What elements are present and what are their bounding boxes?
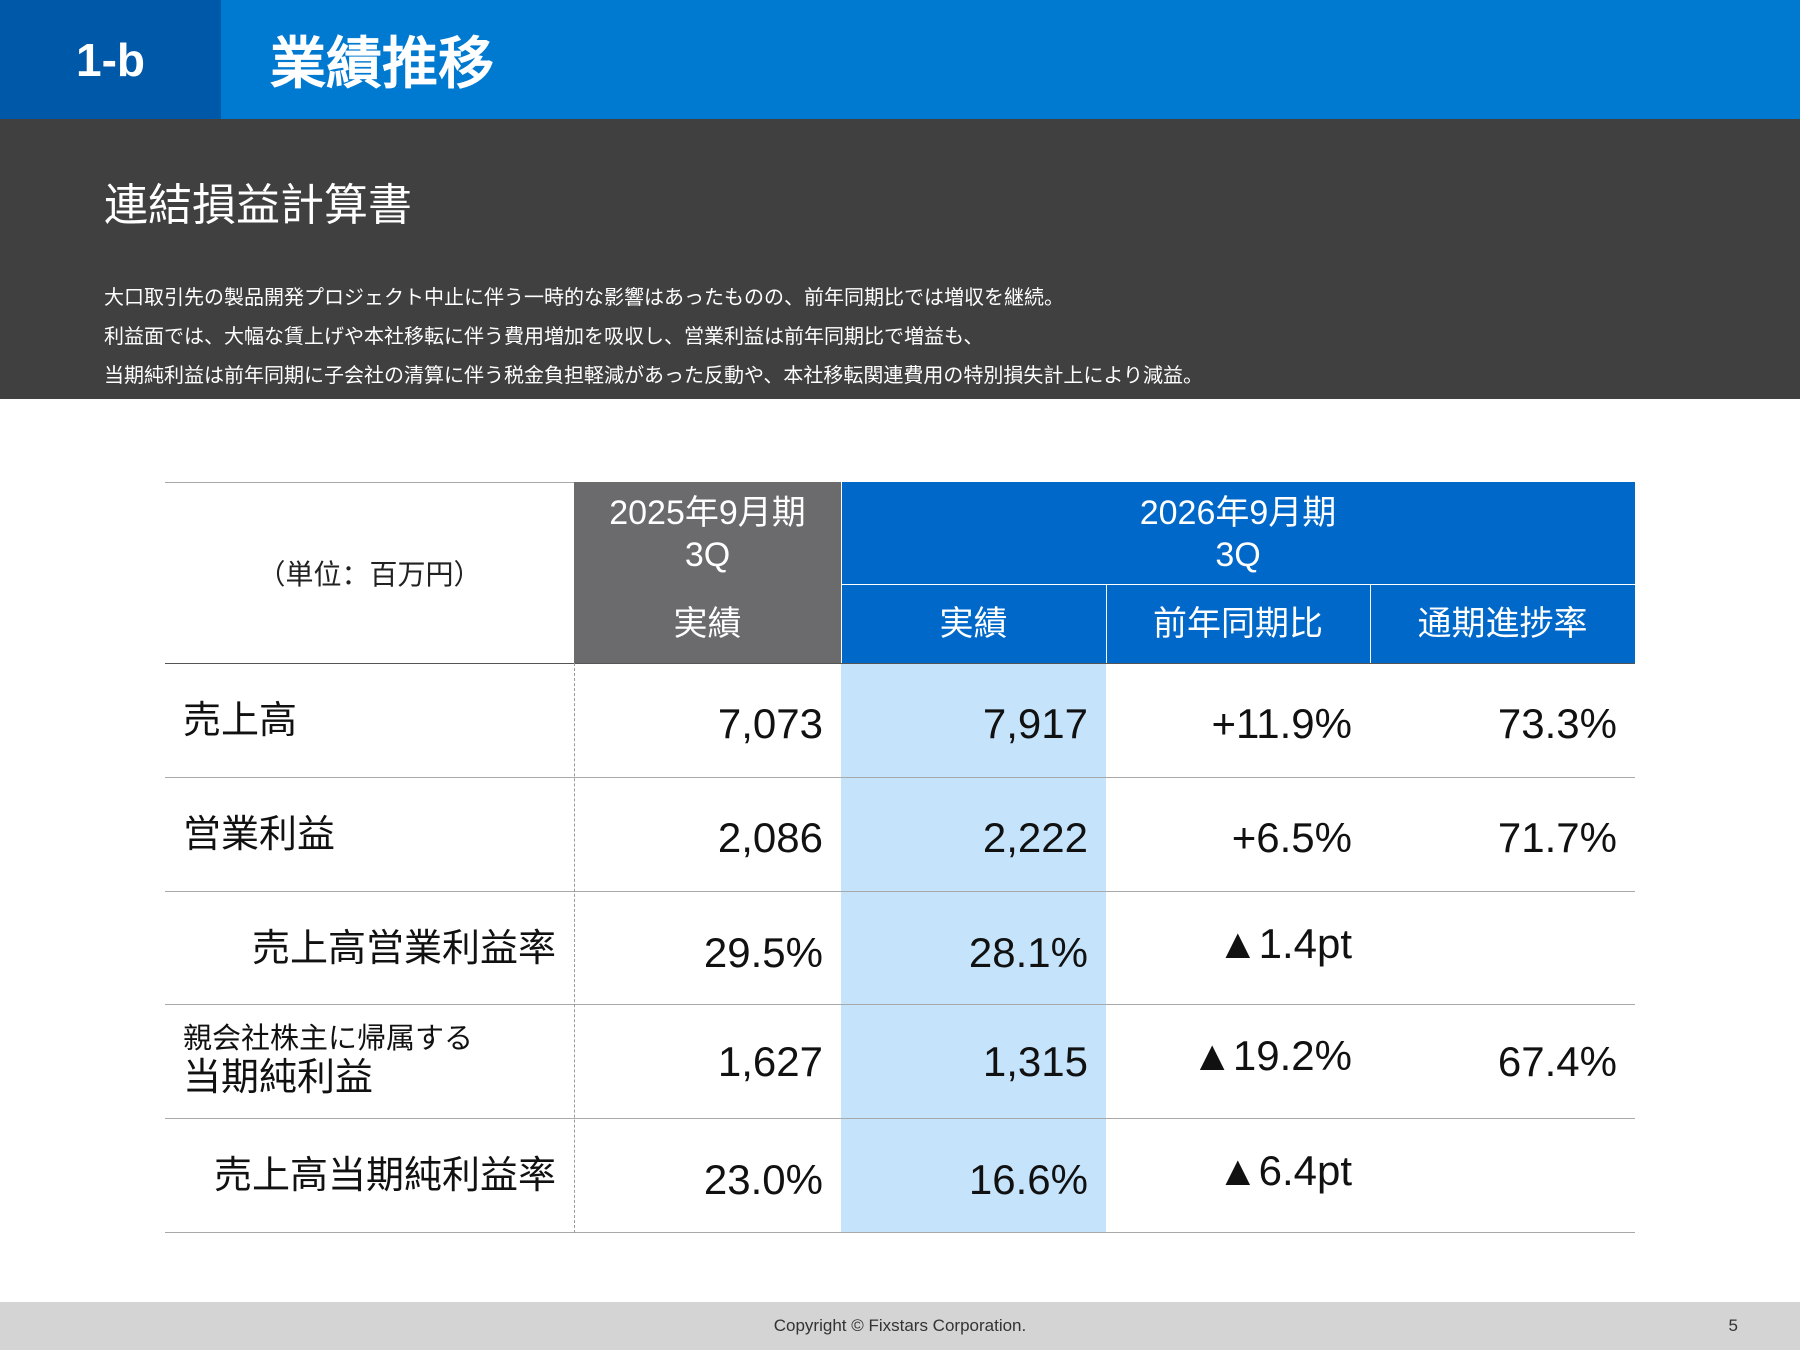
section-number: 1-b — [0, 0, 221, 119]
header-yoy: 前年同期比 — [1106, 585, 1370, 663]
cell-operating-margin-curr: 28.1% — [968, 928, 1088, 976]
cell-net-margin-prev: 23.0% — [703, 1156, 823, 1203]
footer: Copyright © Fixstars Corporation. 5 — [0, 1302, 1800, 1350]
header-prev-actual: 実績 — [574, 585, 841, 663]
cell-net-margin-progress — [1370, 1118, 1635, 1232]
header-divider — [1106, 585, 1107, 663]
header-period-curr-quarter: 3Q — [1215, 535, 1261, 574]
row-divider — [165, 1232, 1635, 1233]
cell-net-income-curr: 1,315 — [982, 1038, 1088, 1085]
row-divider — [165, 1118, 1635, 1119]
row-label-net-income-note: 親会社株主に帰属する — [183, 1023, 474, 1055]
header-period-prev-quarter: 3Q — [684, 535, 731, 574]
header-divider — [841, 584, 1635, 585]
cell-sales-curr: 7,917 — [982, 700, 1088, 747]
copyright: Copyright © Fixstars Corporation. — [773, 1316, 1027, 1335]
header-period-curr-year: 2026年9月期 — [1139, 493, 1337, 532]
cell-net-margin-curr: 16.6% — [968, 1156, 1088, 1203]
unit-label: （単位：百万円） — [257, 558, 482, 590]
section-subtitle: 連結損益計算書 — [104, 181, 412, 230]
income-statement-table: （単位：百万円） 2025年9月期 3Q 実績 2026年9月期 3Q 実績 前… — [165, 482, 1635, 1233]
header-period-prev: 2025年9月期 3Q — [574, 482, 841, 585]
cell-net-income-prev: 1,627 — [717, 1038, 823, 1085]
cell-operating-income-yoy: +6.5% — [1231, 814, 1352, 861]
cell-sales-yoy: +11.9% — [1211, 700, 1353, 747]
summary-band: 連結損益計算書 大口取引先の製品開発プロジェクト中止に伴う一時的な影響はあったも… — [0, 119, 1800, 399]
cell-operating-margin-prev: 29.5% — [703, 928, 823, 976]
row-divider — [165, 1004, 1635, 1005]
row-label-net-margin: 売上高当期純利益率 — [213, 1154, 556, 1197]
page-title: 業績推移 — [270, 32, 494, 95]
row-label-operating-margin: 売上高営業利益率 — [251, 927, 556, 970]
summary-line: 当期純利益は前年同期に子会社の清算に伴う税金負担軽減があった反動や、本社移転関連… — [104, 365, 1203, 387]
summary-description: 大口取引先の製品開発プロジェクト中止に伴う一時的な影響はあったものの、前年同期比… — [104, 279, 1203, 396]
cell-net-margin-yoy: ▲6.4pt — [1217, 1147, 1352, 1194]
cell-net-income-yoy: ▲19.2% — [1191, 1032, 1352, 1079]
header-period-prev-year: 2025年9月期 — [609, 493, 806, 532]
row-divider — [165, 777, 1635, 778]
row-label-net-income-main: 当期純利益 — [183, 1057, 374, 1099]
row-divider — [165, 663, 1635, 664]
header-divider — [1370, 585, 1371, 663]
label-column-divider — [574, 663, 575, 1233]
cell-operating-income-curr: 2,222 — [982, 814, 1088, 861]
header-period-curr: 2026年9月期 3Q — [841, 482, 1635, 585]
cell-operating-income-progress: 71.7% — [1497, 814, 1617, 861]
summary-line: 大口取引先の製品開発プロジェクト中止に伴う一時的な影響はあったものの、前年同期比… — [104, 287, 1064, 309]
cell-sales-prev: 7,073 — [717, 700, 823, 747]
cell-sales-progress: 73.3% — [1497, 700, 1617, 747]
page-number: 5 — [1728, 1316, 1738, 1335]
cell-operating-margin-progress — [1370, 891, 1635, 1004]
cell-operating-income-prev: 2,086 — [717, 814, 823, 861]
row-label-net-income: 親会社株主に帰属する 当期純利益 — [183, 1004, 473, 1118]
header-divider — [841, 482, 842, 663]
summary-line: 利益面では、大幅な賃上げや本社移転に伴う費用増加を吸収し、営業利益は前年同期比で… — [104, 326, 984, 348]
section-header: 1-b 業績推移 — [0, 0, 1800, 119]
cell-net-income-progress: 67.4% — [1497, 1038, 1617, 1085]
current-actual-highlight — [841, 663, 1106, 1233]
cell-operating-margin-yoy: ▲1.4pt — [1217, 920, 1352, 967]
row-label-operating-income: 営業利益 — [183, 813, 336, 856]
row-divider — [165, 891, 1635, 892]
header-curr-actual: 実績 — [841, 585, 1106, 663]
header-progress: 通期進捗率 — [1370, 585, 1635, 663]
row-label-sales: 売上高 — [183, 699, 298, 742]
